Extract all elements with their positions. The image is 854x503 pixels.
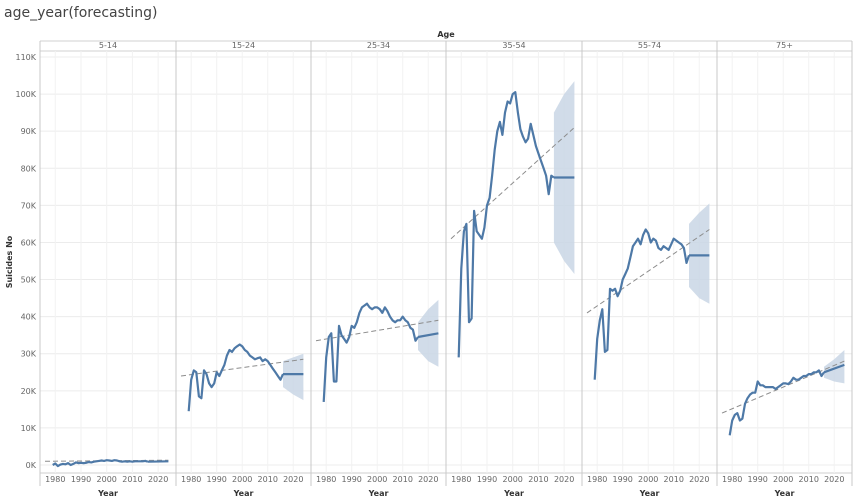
y-tick-label: 50K bbox=[21, 276, 37, 285]
x-tick-label: 1990 bbox=[71, 475, 91, 484]
series-line bbox=[728, 369, 825, 436]
y-tick-label: 60K bbox=[21, 238, 37, 247]
forecast-line bbox=[823, 363, 845, 374]
x-tick-label: 2020 bbox=[148, 475, 168, 484]
x-tick-label: 2020 bbox=[689, 475, 709, 484]
y-tick-label: 100K bbox=[15, 90, 36, 99]
trend-line bbox=[450, 127, 575, 240]
x-tick-label: 2010 bbox=[122, 475, 142, 484]
trend-line bbox=[721, 360, 845, 414]
x-tick-label: 1980 bbox=[451, 475, 471, 484]
x-tick-label: 1990 bbox=[613, 475, 633, 484]
x-tick-label: 1990 bbox=[207, 475, 227, 484]
y-tick-label: 90K bbox=[21, 127, 37, 136]
x-tick-label: 1980 bbox=[722, 475, 742, 484]
y-tick-label: 110K bbox=[15, 53, 36, 62]
trend-line bbox=[315, 319, 439, 342]
x-tick-label: 2000 bbox=[638, 475, 658, 484]
series-line bbox=[593, 228, 691, 380]
panel-header: 75+ bbox=[776, 41, 793, 50]
y-tick-label: 0K bbox=[26, 461, 37, 470]
x-tick-label: 2000 bbox=[97, 475, 117, 484]
forecast-band bbox=[689, 203, 710, 304]
x-tick-label: 2020 bbox=[824, 475, 844, 484]
y-tick-label: 70K bbox=[21, 201, 37, 210]
series-line bbox=[52, 459, 149, 468]
x-axis-title: Year bbox=[368, 489, 389, 498]
x-tick-label: 1980 bbox=[587, 475, 607, 484]
forecast-band bbox=[283, 353, 304, 401]
series-line bbox=[187, 343, 285, 412]
y-axis-title: Suicides No bbox=[5, 235, 14, 288]
y-tick-label: 20K bbox=[21, 387, 37, 396]
x-axis-title: Year bbox=[774, 489, 795, 498]
forecast-band bbox=[824, 350, 845, 384]
x-tick-label: 2000 bbox=[232, 475, 252, 484]
x-axis-title: Year bbox=[639, 489, 660, 498]
panel-header: 5-14 bbox=[99, 41, 117, 50]
y-tick-label: 30K bbox=[21, 350, 37, 359]
forecast-line bbox=[417, 332, 439, 339]
panel-header: 55-74 bbox=[638, 41, 661, 50]
x-tick-label: 1980 bbox=[45, 475, 65, 484]
x-axis-title: Year bbox=[503, 489, 524, 498]
x-tick-label: 2010 bbox=[799, 475, 819, 484]
x-tick-label: 2020 bbox=[554, 475, 574, 484]
y-tick-label: 40K bbox=[21, 313, 37, 322]
panel-header: 15-24 bbox=[232, 41, 255, 50]
x-tick-label: 2020 bbox=[283, 475, 303, 484]
y-tick-label: 80K bbox=[21, 164, 37, 173]
trend-line bbox=[586, 229, 710, 314]
trend-line bbox=[180, 358, 304, 377]
series-line bbox=[322, 302, 419, 402]
chart-title: age_year(forecasting) bbox=[4, 5, 158, 21]
panel-header: 25-34 bbox=[367, 41, 390, 50]
x-tick-label: 1990 bbox=[748, 475, 768, 484]
x-axis-title: Year bbox=[97, 489, 118, 498]
x-tick-label: 2010 bbox=[528, 475, 548, 484]
x-tick-label: 2000 bbox=[367, 475, 387, 484]
column-header: Age bbox=[437, 30, 455, 39]
x-tick-label: 2020 bbox=[418, 475, 438, 484]
x-tick-label: 1980 bbox=[316, 475, 336, 484]
y-tick-label: 10K bbox=[21, 424, 37, 433]
x-tick-label: 2000 bbox=[503, 475, 523, 484]
x-tick-label: 1990 bbox=[342, 475, 362, 484]
x-tick-label: 2010 bbox=[258, 475, 278, 484]
x-axis-title: Year bbox=[233, 489, 254, 498]
forecast-band bbox=[418, 299, 439, 367]
panel-header: 35-54 bbox=[502, 41, 525, 50]
x-tick-label: 1980 bbox=[181, 475, 201, 484]
x-tick-label: 2010 bbox=[393, 475, 413, 484]
trend-line bbox=[44, 459, 169, 462]
x-tick-label: 2000 bbox=[773, 475, 793, 484]
series-line bbox=[457, 91, 555, 358]
x-tick-label: 2010 bbox=[664, 475, 684, 484]
x-tick-label: 1990 bbox=[477, 475, 497, 484]
